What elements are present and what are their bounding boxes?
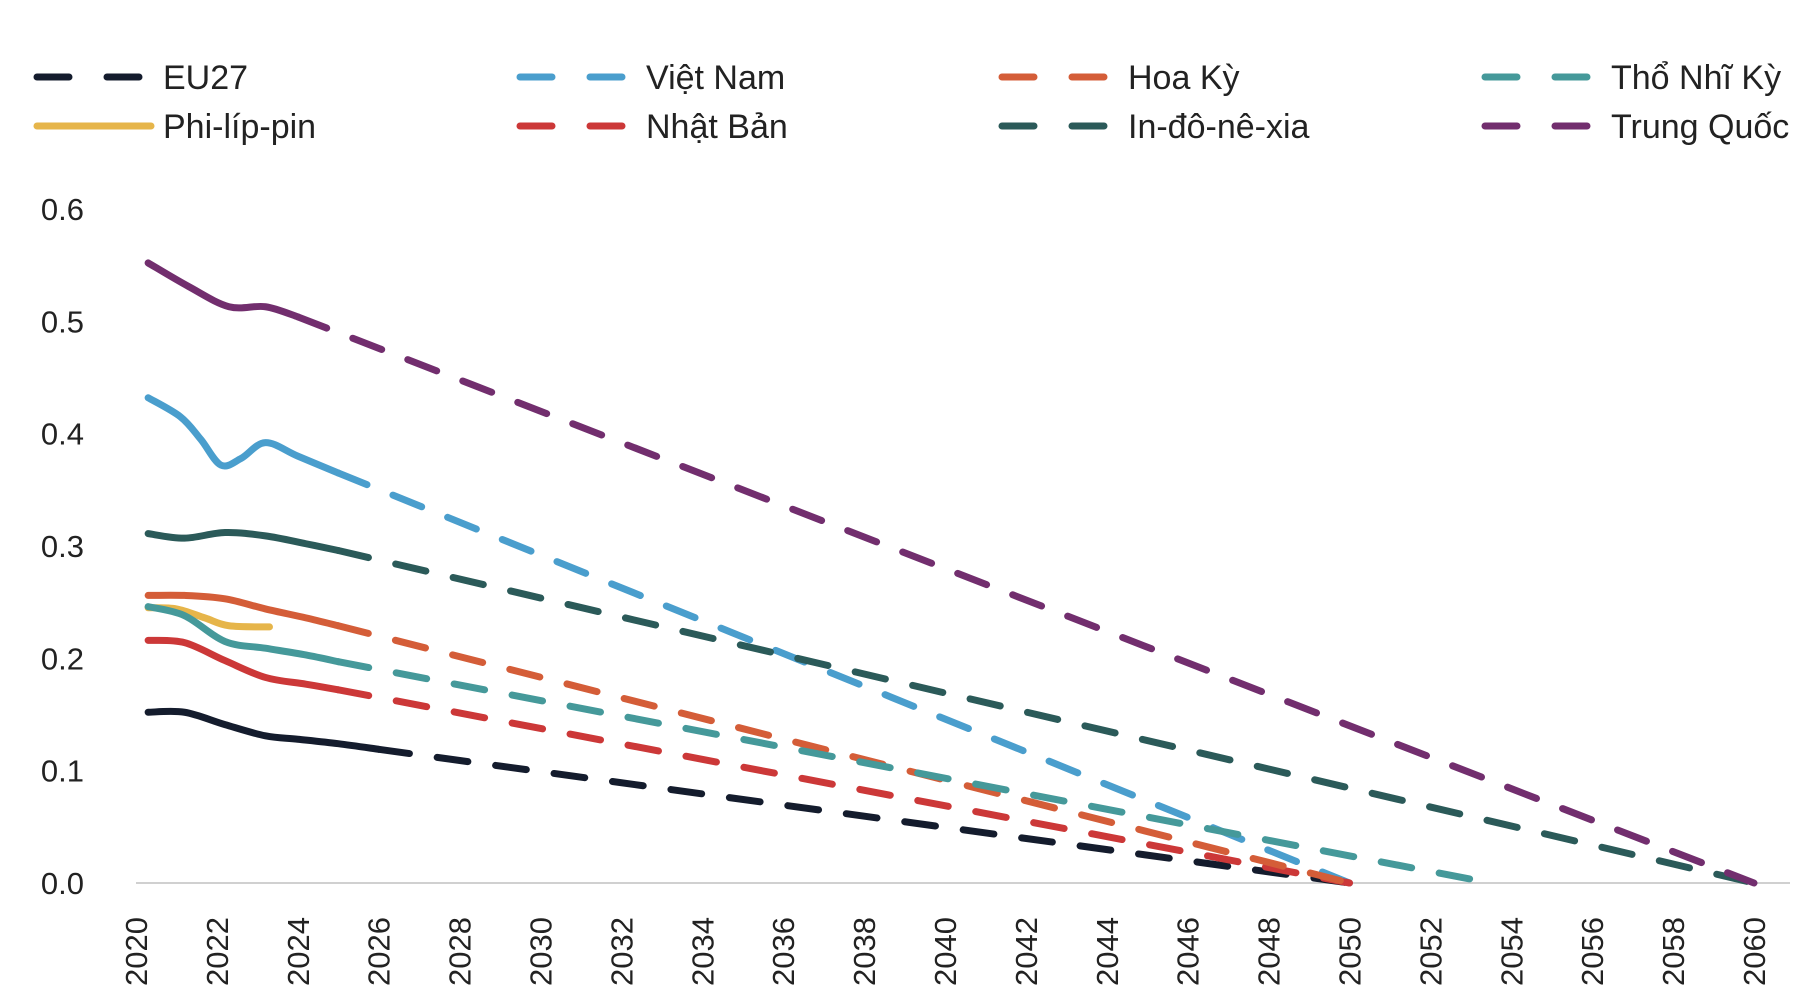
- x-tick-label: 2038: [847, 917, 882, 986]
- legend-label: In-đô-nê-xia: [1128, 108, 1310, 146]
- series-Nhật Bản: [144, 636, 1353, 887]
- series-projection-line: [334, 658, 1495, 887]
- x-tick-label: 2050: [1333, 917, 1368, 986]
- legend-item: Phi-líp-pin: [33, 108, 316, 146]
- series-projection-line: [375, 745, 1353, 887]
- series-actual-line: [144, 636, 342, 694]
- x-tick-label: 2030: [524, 917, 559, 986]
- x-tick-label: 2052: [1413, 917, 1448, 986]
- series-Hoa Kỳ: [144, 591, 1353, 887]
- series-projection-line: [334, 546, 1758, 887]
- series-EU27: [144, 707, 1353, 887]
- y-tick-label: 0.2: [41, 641, 84, 676]
- legend-item: Nhật Bản: [516, 108, 788, 146]
- y-tick-label: 0.3: [41, 529, 84, 564]
- x-tick-label: 2058: [1656, 917, 1691, 986]
- x-tick-label: 2046: [1171, 917, 1206, 986]
- x-tick-label: 2042: [1009, 917, 1044, 986]
- x-tick-label: 2024: [281, 917, 316, 986]
- legend-item: In-đô-nê-xia: [998, 108, 1310, 146]
- series-actual-line: [144, 528, 342, 554]
- x-tick-label: 2022: [200, 917, 235, 986]
- series-actual-line: [144, 591, 342, 630]
- x-tick-label: 2028: [443, 917, 478, 986]
- y-tick-label: 0.4: [41, 417, 84, 452]
- y-tick-label: 0.5: [41, 304, 84, 339]
- x-tick-label: 2034: [685, 917, 720, 986]
- legend-label: Nhật Bản: [646, 108, 788, 146]
- series-actual-line: [144, 259, 302, 321]
- series-actual-line: [144, 603, 342, 666]
- x-tick-label: 2054: [1494, 917, 1529, 986]
- legend-label: Phi-líp-pin: [163, 108, 316, 146]
- legend-item: Việt Nam: [516, 59, 785, 97]
- x-tick-label: 2048: [1252, 917, 1287, 986]
- legend-label: EU27: [163, 59, 248, 97]
- x-tick-label: 2060: [1737, 917, 1772, 986]
- x-tick-label: 2056: [1575, 917, 1610, 986]
- y-axis-ticks: 0.0 0.1 0.2 0.3 0.4 0.5 0.6: [41, 192, 84, 901]
- chart-legend: EU27 Phi-líp-pin Việt Nam Nhật Bản Hoa Kỳ In-…: [33, 59, 1789, 146]
- series-actual-line: [144, 707, 383, 753]
- legend-item: Hoa Kỳ: [998, 59, 1240, 97]
- series-Việt Nam: [144, 394, 1353, 887]
- series-projection-line: [294, 313, 1758, 887]
- legend-label: Thổ Nhĩ Kỳ: [1611, 59, 1781, 97]
- legend-item: EU27: [33, 59, 248, 97]
- x-tick-label: 2044: [1090, 917, 1125, 986]
- legend-label: Trung Quốc: [1611, 108, 1789, 146]
- x-tick-label: 2026: [362, 917, 397, 986]
- x-tick-label: 2040: [928, 917, 963, 986]
- y-tick-label: 0.1: [41, 754, 84, 789]
- legend-item: Thổ Nhĩ Kỳ: [1481, 59, 1781, 97]
- x-tick-label: 2032: [604, 917, 639, 986]
- series-layer: [144, 259, 1758, 887]
- x-axis-ticks: 2020 2022 2024 2026 2028 2030 2032 2034 2036 2038…: [119, 917, 1772, 986]
- series-Trung Quốc: [144, 259, 1758, 887]
- series-Thổ Nhĩ Kỳ: [144, 603, 1495, 887]
- legend-label: Việt Nam: [646, 59, 785, 97]
- x-tick-label: 2036: [766, 917, 801, 986]
- series-In-đô-nê-xia: [144, 528, 1758, 887]
- series-projection-line: [334, 686, 1353, 887]
- y-tick-label: 0.6: [41, 192, 84, 227]
- y-tick-label: 0.0: [41, 866, 84, 901]
- legend-label: Hoa Kỳ: [1128, 59, 1240, 97]
- x-tick-label: 2020: [119, 917, 154, 986]
- series-projection-line: [334, 622, 1353, 887]
- series-actual-line: [144, 394, 342, 477]
- series-projection-line: [334, 469, 1353, 887]
- legend-item: Trung Quốc: [1481, 108, 1789, 146]
